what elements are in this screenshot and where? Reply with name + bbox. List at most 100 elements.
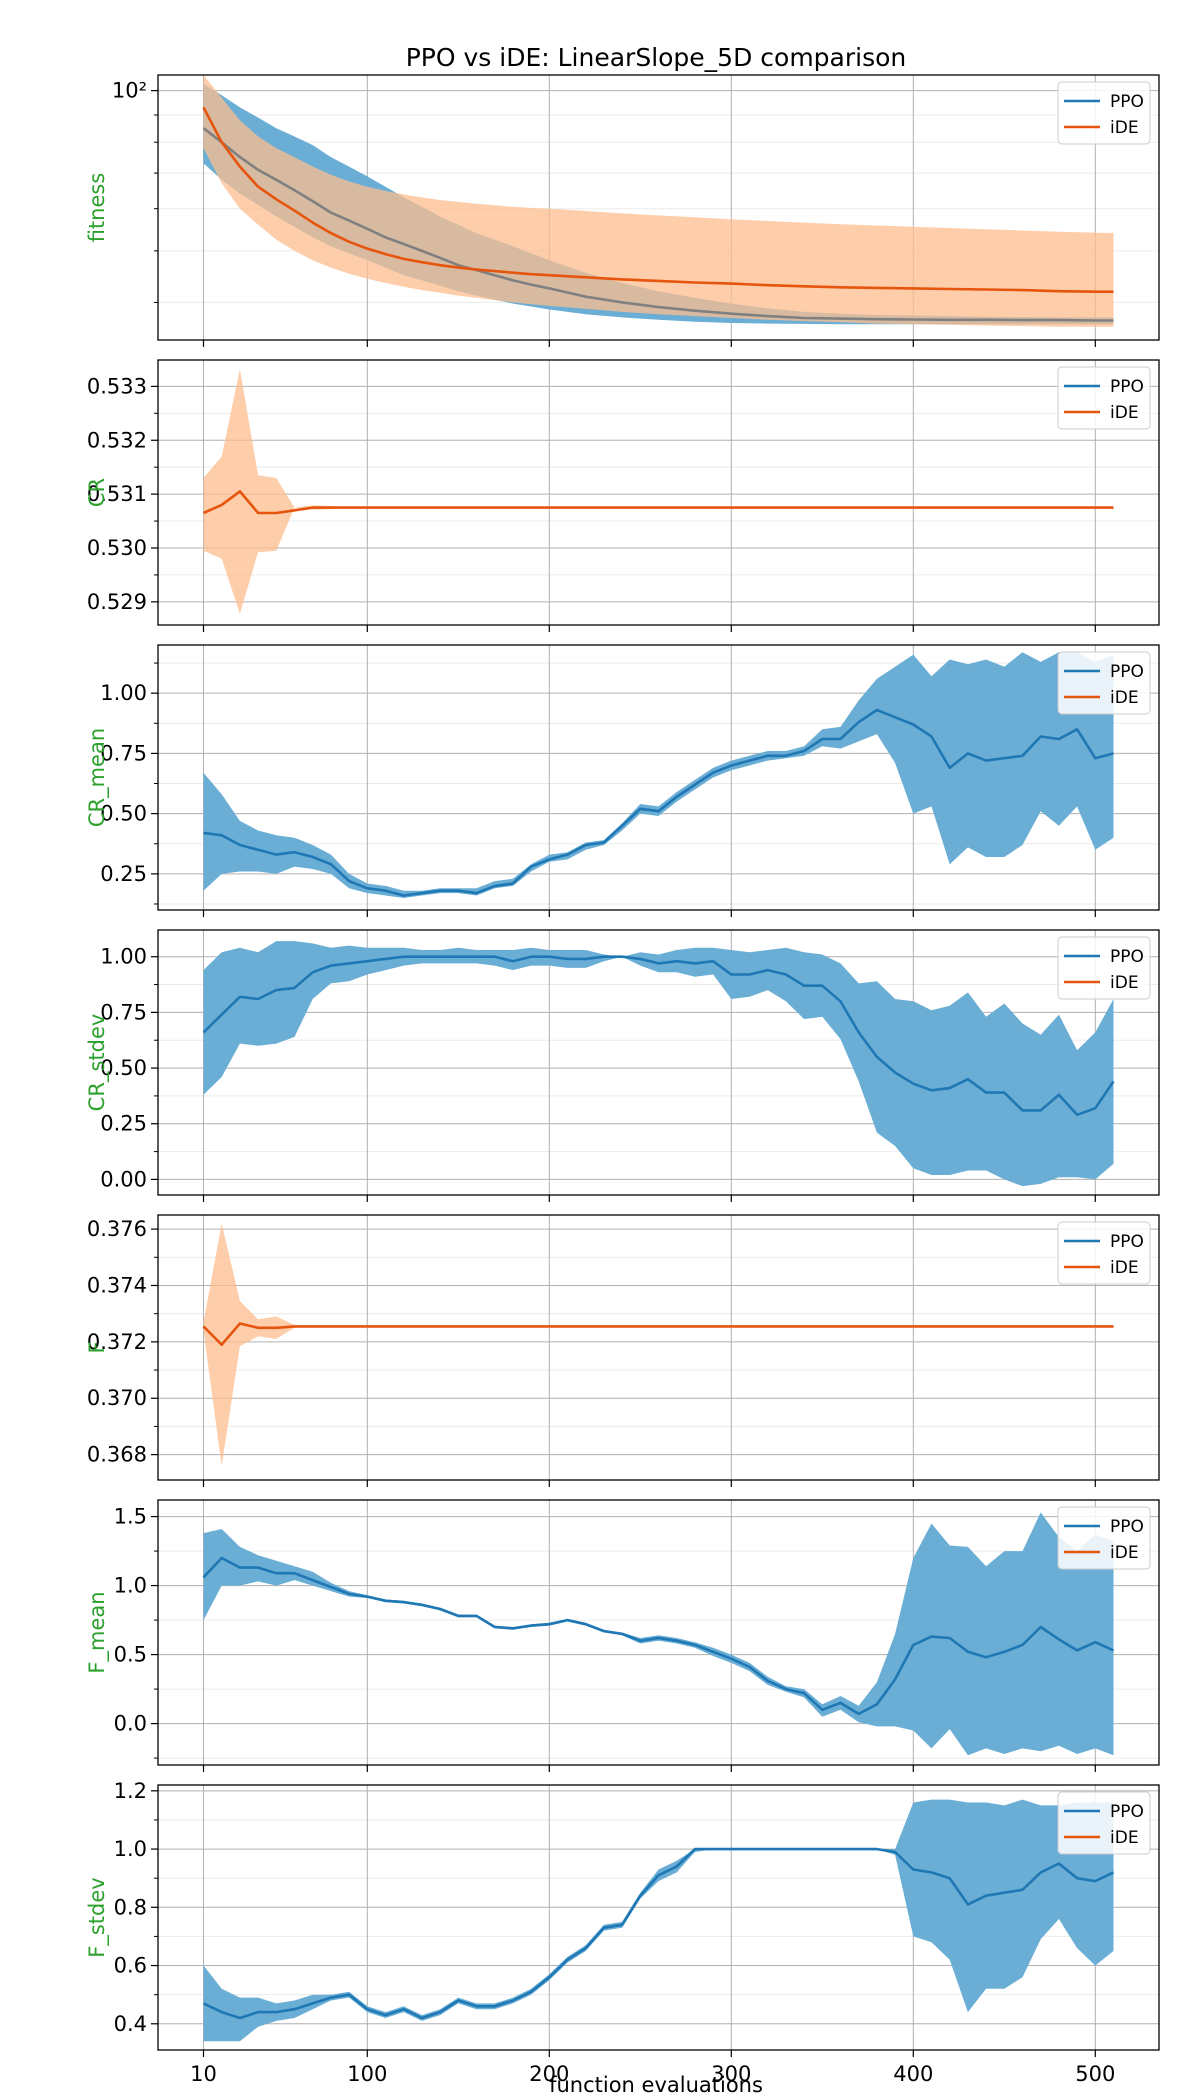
legend: PPO iDE — [1057, 366, 1151, 430]
series-group — [202, 941, 1115, 1187]
y-tick-label: 0.0 — [114, 1712, 147, 1736]
legend-label-PPO: PPO — [1110, 662, 1144, 682]
legend-label-PPO: PPO — [1110, 1802, 1144, 1822]
legend-label-iDE: iDE — [1110, 1258, 1139, 1278]
y-tick-label: 0.531 — [87, 482, 147, 506]
y-tick-label: 0.5 — [114, 1643, 147, 1667]
line-iDE — [202, 490, 1114, 515]
y-tick-label: 10² — [112, 79, 147, 103]
y-tick-label: 0.533 — [87, 374, 147, 398]
legend-box — [1057, 81, 1151, 145]
legend-box — [1057, 1791, 1151, 1855]
y-axis-label: CR_mean — [85, 728, 110, 827]
y-tick-label: 1.00 — [100, 945, 147, 969]
x-tick-label: 400 — [893, 2062, 933, 2086]
y-tick-label: 0.8 — [114, 1895, 147, 1919]
y-tick-label: 0.368 — [87, 1443, 147, 1467]
legend-box — [1057, 1506, 1151, 1570]
subplot-F_mean: 0.0 0.5 1.0 1.5 F_mean PPO iDE — [85, 1499, 1160, 1772]
subplot-CR: 0.529 0.530 0.531 0.532 0.533 CR PPO iDE — [85, 359, 1160, 632]
line-PPO — [202, 1847, 1115, 2020]
y-tick-label: 0.532 — [87, 428, 147, 452]
legend: PPO iDE — [1057, 1791, 1151, 1855]
plot-frame — [157, 1214, 1160, 1481]
x-tick-label: 200 — [529, 2062, 569, 2086]
series-group — [203, 652, 1114, 898]
y-axis-label: F_stdev — [85, 1877, 110, 1957]
legend-label-iDE: iDE — [1110, 403, 1139, 423]
band-PPO — [203, 1799, 1114, 2042]
y-tick-label: 1.5 — [114, 1505, 147, 1529]
chart-title: PPO vs iDE: LinearSlope_5D comparison — [406, 43, 907, 72]
line-iDE — [202, 1322, 1114, 1346]
x-tick-label: 300 — [711, 2062, 751, 2086]
subplot-fitness: 10² fitness PPO iDE — [85, 74, 1160, 347]
y-axis-label: F — [85, 1341, 109, 1353]
series-group — [202, 1799, 1115, 2042]
plot-frame — [157, 74, 1160, 341]
y-tick-label: 1.2 — [114, 1779, 147, 1803]
subplot-F_stdev: 0.4 0.6 0.8 1.0 1.2 F_stdev PPO iDE 10 100 200 300 4… — [85, 1779, 1160, 2086]
legend-label-PPO: PPO — [1110, 377, 1144, 397]
y-tick-label: 1.00 — [100, 681, 147, 705]
y-tick-label: 1.0 — [114, 1574, 147, 1598]
plot-frame — [157, 359, 1160, 626]
subplot-stack: 10²fitnessPPOiDE0.5290.5300.5310.5320.53… — [85, 74, 1160, 2086]
y-tick-label: 0.00 — [100, 1167, 147, 1191]
y-tick-label: 0.75 — [100, 741, 147, 765]
plot-frame — [157, 644, 1160, 911]
y-tick-label: 0.50 — [100, 802, 147, 826]
legend-label-iDE: iDE — [1110, 973, 1139, 993]
y-tick-label: 0.75 — [100, 1000, 147, 1024]
legend: PPO iDE — [1057, 1221, 1151, 1285]
y-tick-label: 0.25 — [100, 1112, 147, 1136]
line-PPO — [202, 955, 1115, 1117]
x-axis-label: function evaluations — [549, 2073, 763, 2097]
legend: PPO iDE — [1057, 936, 1151, 1000]
y-tick-label: 0.376 — [87, 1217, 147, 1241]
y-tick-label: 0.370 — [87, 1386, 147, 1410]
legend: PPO iDE — [1057, 81, 1151, 145]
subplot-CR_mean: 0.25 0.50 0.75 1.00 CR_mean PPO iDE — [85, 644, 1160, 917]
y-tick-label: 0.529 — [87, 590, 147, 614]
legend-label-PPO: PPO — [1110, 1232, 1144, 1252]
legend-box — [1057, 651, 1151, 715]
band-PPO — [203, 1512, 1114, 1756]
x-tick-label: 10 — [190, 2062, 217, 2086]
line-PPO — [203, 708, 1114, 897]
y-tick-label: 0.530 — [87, 536, 147, 560]
band-PPO — [203, 941, 1114, 1187]
y-tick-label: 0.374 — [87, 1273, 147, 1297]
plot-frame — [157, 1499, 1160, 1766]
plot-frame — [157, 1784, 1160, 2051]
legend-box — [1057, 366, 1151, 430]
y-axis-label: CR — [85, 478, 109, 507]
line-PPO — [202, 127, 1114, 322]
series-group — [202, 75, 1114, 327]
x-tick-label: 100 — [347, 2062, 387, 2086]
line-iDE — [202, 106, 1114, 293]
y-axis-label: F_mean — [85, 1591, 110, 1673]
plot-frame — [157, 929, 1160, 1196]
y-axis-label: CR_stdev — [85, 1014, 110, 1112]
legend-label-PPO: PPO — [1110, 1517, 1144, 1537]
line-PPO — [202, 1556, 1115, 1716]
y-tick-label: 0.372 — [87, 1330, 147, 1354]
y-tick-label: 0.50 — [100, 1056, 147, 1080]
y-tick-label: 0.6 — [114, 1954, 147, 1978]
series-group — [202, 1512, 1115, 1756]
legend-label-PPO: PPO — [1110, 92, 1144, 112]
series-group — [202, 1223, 1114, 1466]
series-group — [202, 369, 1114, 614]
y-tick-label: 0.25 — [100, 862, 147, 886]
subplot-F: 0.368 0.370 0.372 0.374 0.376 F PPO iDE — [85, 1214, 1160, 1487]
legend-box — [1057, 1221, 1151, 1285]
legend-label-iDE: iDE — [1110, 118, 1139, 138]
legend-label-PPO: PPO — [1110, 947, 1144, 967]
y-axis-label: fitness — [85, 173, 109, 243]
y-tick-label: 1.0 — [114, 1837, 147, 1861]
legend: PPO iDE — [1057, 1506, 1151, 1570]
x-tick-label: 500 — [1075, 2062, 1115, 2086]
legend-label-iDE: iDE — [1110, 1828, 1139, 1848]
